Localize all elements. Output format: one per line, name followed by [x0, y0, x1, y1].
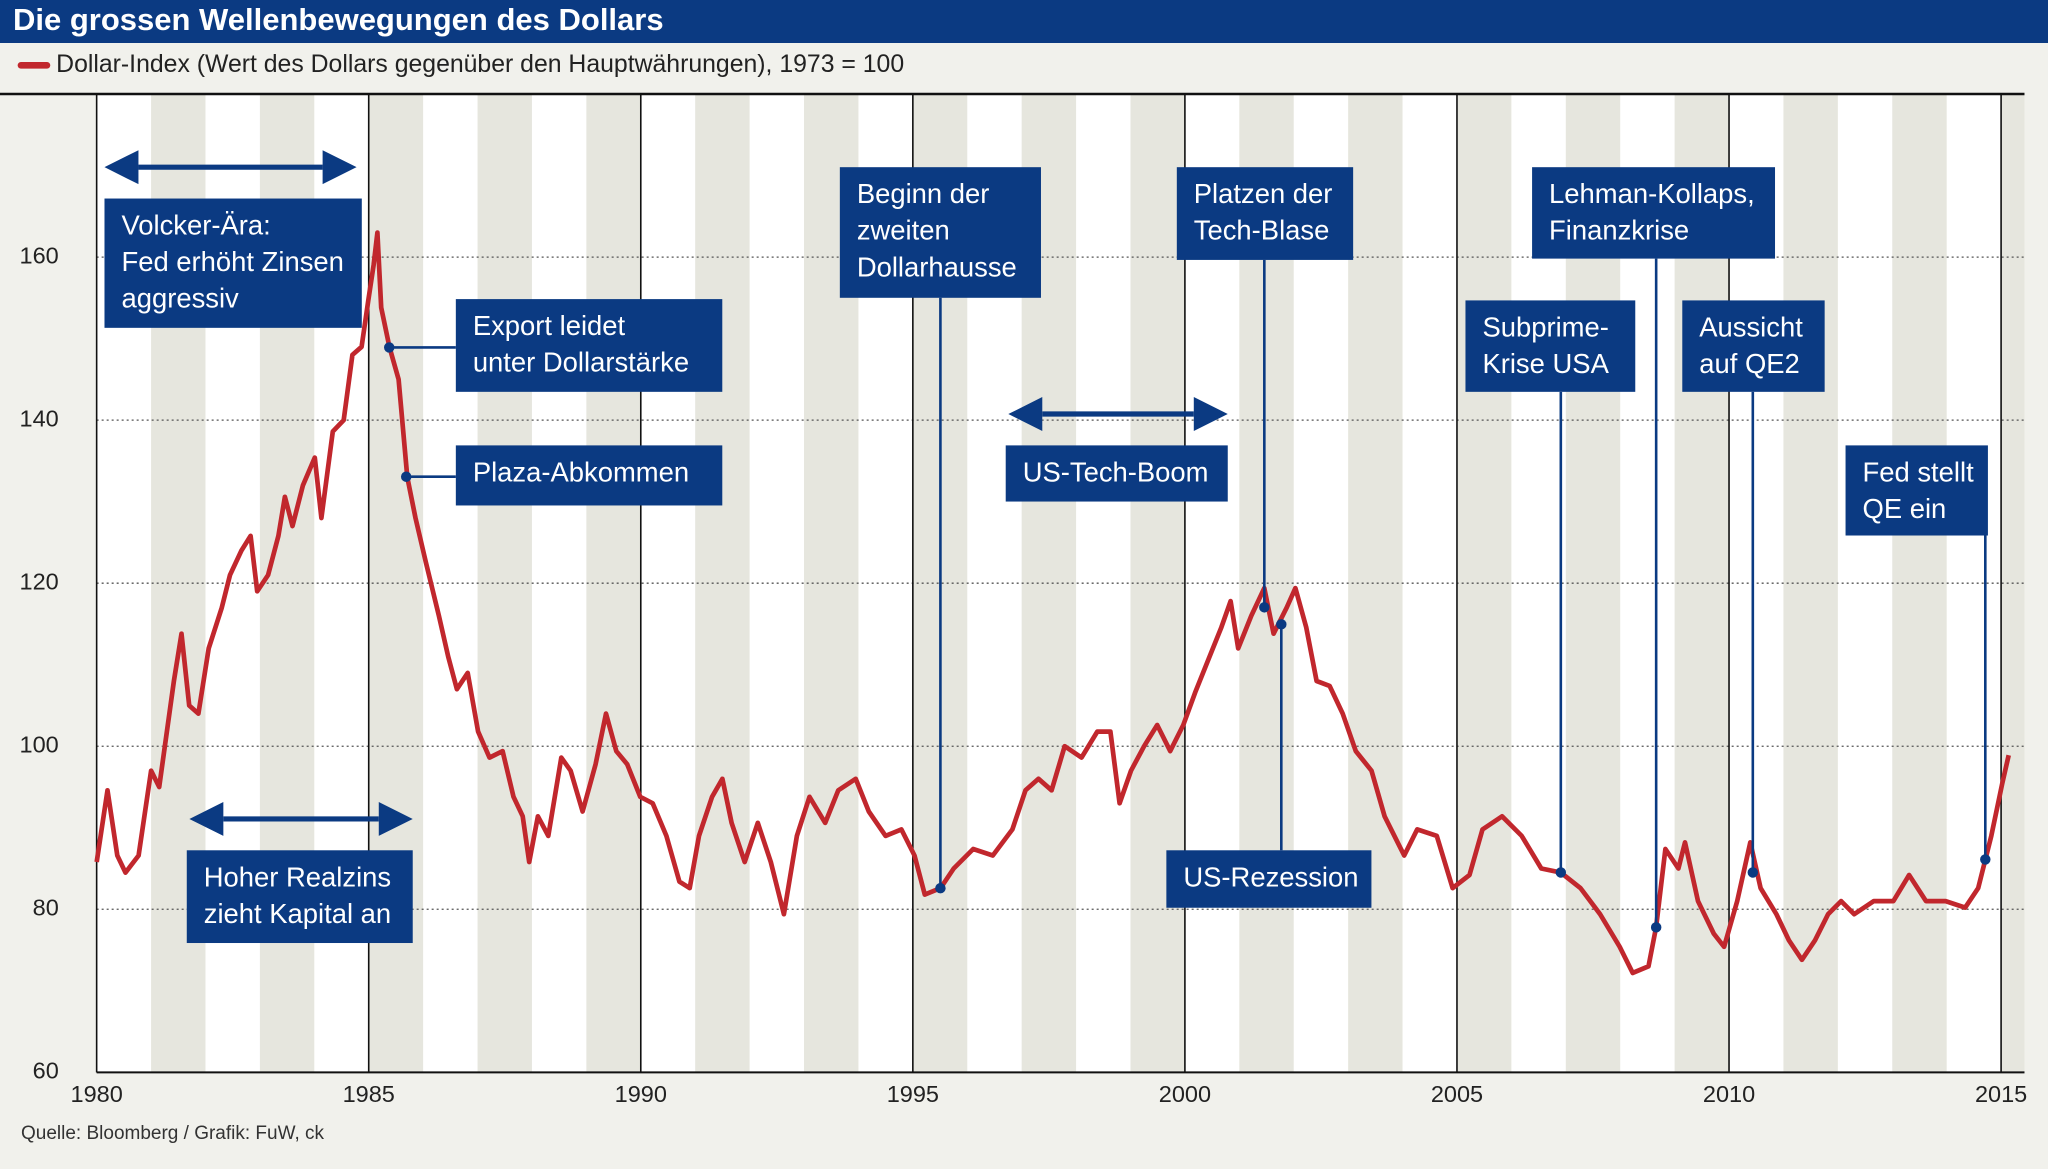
annotation-text: unter Dollarstärke	[473, 347, 689, 378]
y-tick-label: 120	[20, 568, 59, 594]
x-tick-label: 1980	[71, 1081, 123, 1107]
y-tick-label: 140	[20, 405, 59, 431]
annotation-text: Plaza-Abkommen	[473, 456, 689, 487]
annotation-text: Fed stellt	[1863, 456, 1975, 487]
annotation-box	[1005, 445, 1228, 502]
annotation-dot	[384, 342, 395, 353]
annotation-text: zweiten	[857, 215, 950, 246]
x-tick-label: 1990	[615, 1081, 667, 1107]
annotation-box	[1166, 850, 1372, 908]
annotation-text: Export leidet	[473, 310, 626, 341]
annotation-box	[104, 198, 362, 328]
annotation-text: Subprime-	[1482, 311, 1608, 342]
annotation-box	[1176, 167, 1354, 260]
annotation-dot	[1555, 867, 1567, 878]
y-tick-label: 160	[20, 242, 59, 268]
annotation-box	[1682, 300, 1825, 392]
annotation-text: zieht Kapital an	[204, 898, 391, 929]
annotation-dot	[1276, 619, 1287, 630]
x-tick-label: 1985	[343, 1081, 395, 1107]
annotation-text: Beginn der	[857, 178, 990, 209]
annotation-text: Lehman-Kollaps,	[1549, 178, 1755, 209]
y-tick-label: 80	[33, 894, 59, 920]
annotation-box	[839, 167, 1041, 298]
annotation-text: Dollarhausse	[857, 251, 1017, 282]
annotation-text: Volcker-Ära:	[121, 210, 270, 241]
annotation-text: Finanzkrise	[1549, 215, 1689, 246]
annotation-dot	[1747, 867, 1759, 878]
annotation-text: aggressiv	[121, 283, 239, 314]
annotation-text: Tech-Blase	[1194, 215, 1330, 246]
x-tick-label: 2010	[1703, 1081, 1755, 1107]
x-tick-label: 2015	[1975, 1081, 2027, 1107]
annotation-dot	[400, 471, 412, 482]
annotation-text: Krise USA	[1482, 348, 1609, 379]
annotation-text: QE ein	[1863, 493, 1947, 524]
x-tick-label: 1995	[887, 1081, 939, 1107]
annotation-text: Fed erhöht Zinsen	[121, 246, 343, 277]
annotation-box	[1465, 300, 1636, 392]
annotation-text: US-Tech-Boom	[1023, 456, 1209, 487]
chart-title: Die grossen Wellenbewegungen des Dollars	[13, 2, 664, 37]
year-band	[477, 94, 532, 1073]
y-tick-label: 60	[33, 1058, 59, 1084]
annotation-box	[1845, 445, 1988, 536]
y-tick-label: 100	[20, 731, 59, 757]
year-band	[1783, 94, 1838, 1073]
annotation-text: auf QE2	[1699, 348, 1800, 379]
annotation-box	[455, 299, 723, 392]
annotation-text: Hoher Realzins	[204, 861, 391, 892]
title-bar	[0, 0, 2048, 43]
annotation-box	[186, 850, 413, 944]
annotation-dot	[935, 882, 946, 894]
legend-label: Dollar-Index (Wert des Dollars gegenüber…	[56, 51, 904, 78]
source: Quelle: Bloomberg / Grafik: FuW, ck	[21, 1123, 325, 1144]
series-line	[94, 230, 2011, 976]
annotation-box	[455, 445, 723, 506]
annotation-text: US-Rezession	[1183, 861, 1358, 892]
x-tick-label: 2005	[1431, 1081, 1483, 1107]
year-band	[1348, 94, 1403, 1073]
annotation-dot	[1650, 922, 1662, 933]
annotation-text: Aussicht	[1699, 311, 1803, 342]
x-tick-label: 2000	[1159, 1081, 1211, 1107]
annotation-text: Platzen der	[1194, 178, 1333, 209]
annotation-box	[1532, 167, 1776, 259]
annotation-dot	[1259, 602, 1270, 613]
annotation-dot	[1980, 854, 1991, 865]
